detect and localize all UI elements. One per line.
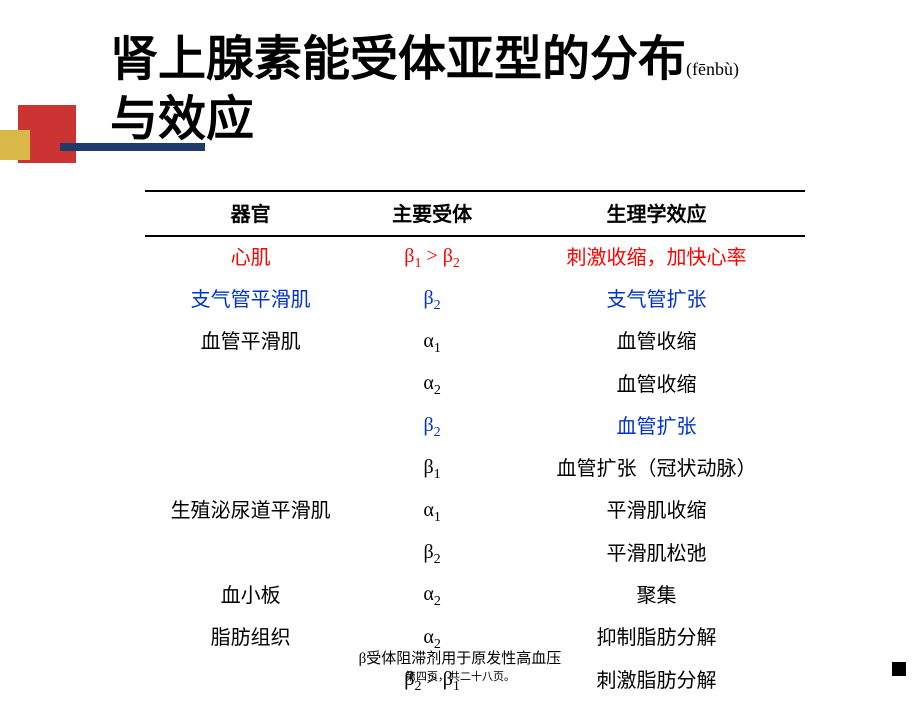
footer-line-2: 第四页，共二十八页。: [0, 670, 920, 684]
cell-organ: [145, 406, 356, 448]
table-row: β1血管扩张（冠状动脉）: [145, 448, 805, 490]
table-row: 血小板α2聚集: [145, 575, 805, 617]
table-row: α2血管收缩: [145, 364, 805, 406]
slide-footer: β受体阻滞剂用于原发性高血压 第四页，共二十八页。: [0, 650, 920, 684]
cell-receptor: α2: [356, 364, 508, 406]
table-header-row: 器官 主要受体 生理学效应: [145, 191, 805, 236]
table-row: β2血管扩张: [145, 406, 805, 448]
cell-organ: 生殖泌尿道平滑肌: [145, 491, 356, 533]
table-row: 支气管平滑肌β2支气管扩张: [145, 279, 805, 321]
table-row: β2平滑肌松弛: [145, 533, 805, 575]
table-row: 血管平滑肌α1血管收缩: [145, 322, 805, 364]
cell-organ: [145, 448, 356, 490]
header-receptor: 主要受体: [356, 191, 508, 236]
title-decoration: [0, 0, 92, 175]
header-organ: 器官: [145, 191, 356, 236]
corner-square-icon: [892, 662, 906, 676]
title-part-b: 与效应: [110, 93, 254, 146]
receptor-table: 器官 主要受体 生理学效应 心肌β1 > β2刺激收缩，加快心率支气管平滑肌β2…: [145, 190, 805, 702]
cell-receptor: α1: [356, 322, 508, 364]
title-pinyin: (fēnbù): [686, 59, 739, 79]
cell-receptor: α2: [356, 575, 508, 617]
cell-organ: 心肌: [145, 236, 356, 279]
cell-effect: 血管扩张（冠状动脉）: [508, 448, 805, 490]
table-row: 生殖泌尿道平滑肌α1平滑肌收缩: [145, 491, 805, 533]
cell-receptor: α1: [356, 491, 508, 533]
title-part-a: 肾上腺素能受体亚型的分布: [110, 33, 686, 86]
cell-organ: [145, 364, 356, 406]
cell-effect: 平滑肌收缩: [508, 491, 805, 533]
cell-receptor: β2: [356, 406, 508, 448]
footer-line-1: β受体阻滞剂用于原发性高血压: [0, 650, 920, 670]
cell-organ: 血管平滑肌: [145, 322, 356, 364]
cell-receptor: β2: [356, 533, 508, 575]
decor-gold-square: [0, 130, 30, 160]
cell-effect: 平滑肌松弛: [508, 533, 805, 575]
cell-effect: 支气管扩张: [508, 279, 805, 321]
receptor-table-container: 器官 主要受体 生理学效应 心肌β1 > β2刺激收缩，加快心率支气管平滑肌β2…: [145, 190, 805, 702]
cell-organ: 支气管平滑肌: [145, 279, 356, 321]
cell-receptor: β2: [356, 279, 508, 321]
cell-effect: 血管扩张: [508, 406, 805, 448]
cell-organ: 血小板: [145, 575, 356, 617]
header-effect: 生理学效应: [508, 191, 805, 236]
table-body: 心肌β1 > β2刺激收缩，加快心率支气管平滑肌β2支气管扩张血管平滑肌α1血管…: [145, 236, 805, 702]
cell-receptor: β1 > β2: [356, 236, 508, 279]
cell-receptor: β1: [356, 448, 508, 490]
cell-effect: 聚集: [508, 575, 805, 617]
table-row: 心肌β1 > β2刺激收缩，加快心率: [145, 236, 805, 279]
slide-title: 肾上腺素能受体亚型的分布(fēnbù) 与效应: [110, 30, 890, 150]
cell-effect: 刺激收缩，加快心率: [508, 236, 805, 279]
cell-organ: [145, 533, 356, 575]
cell-effect: 血管收缩: [508, 322, 805, 364]
cell-effect: 血管收缩: [508, 364, 805, 406]
